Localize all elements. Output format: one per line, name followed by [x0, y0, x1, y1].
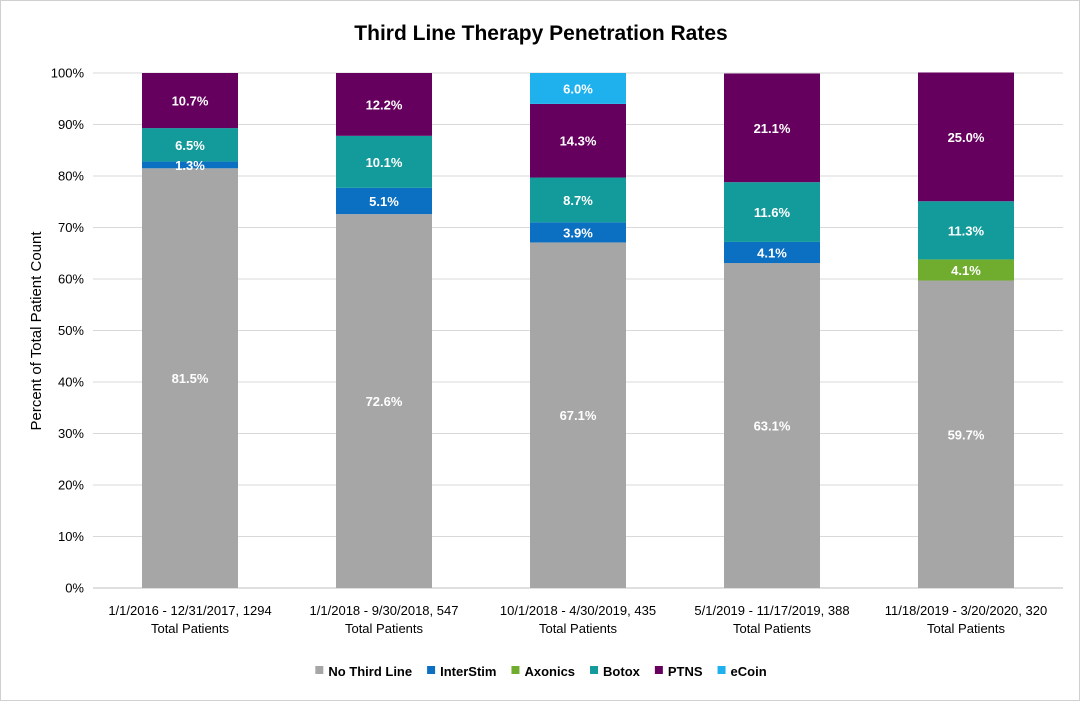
data-label: 21.1% [754, 121, 791, 136]
data-label: 59.7% [948, 427, 985, 442]
data-label: 11.6% [754, 205, 791, 220]
data-label: 67.1% [560, 408, 597, 423]
data-label: 6.0% [563, 81, 593, 96]
data-label: 63.1% [754, 419, 791, 434]
bar-segment [724, 182, 820, 242]
legend-label: eCoin [731, 664, 767, 679]
bar-segment [724, 263, 820, 588]
x-axis-ticks: 1/1/2016 - 12/31/2017, 1294 Total Patient… [108, 603, 1047, 636]
data-label: 12.2% [366, 97, 403, 112]
bar-segment [918, 72, 1014, 202]
x-tick-label: 1/1/2016 - 12/31/2017, 1294 [108, 603, 271, 618]
data-label: 6.5% [175, 138, 205, 153]
data-label: 5.1% [369, 194, 399, 209]
x-tick-label: Total Patients [345, 621, 424, 636]
y-tick-label: 20% [58, 478, 84, 493]
bar-segment [918, 259, 1014, 281]
bar-segment [142, 168, 238, 588]
x-tick-label: 5/1/2019 - 11/17/2019, 388 [694, 603, 849, 618]
bar-segment [336, 135, 432, 188]
bar-segment [530, 103, 626, 178]
y-tick-label: 30% [58, 426, 84, 441]
bar-segment [142, 73, 238, 129]
legend: No Third Line InterStim Axonics Botox PTNS eC… [315, 664, 767, 679]
x-tick-label: 11/18/2019 - 3/20/2020, 320 [885, 603, 1047, 618]
legend-label: No Third Line [328, 664, 412, 679]
y-axis-ticks: 0% 10% 20% 30% 40% 50% 60% 70% 80% 90% 100% [51, 66, 85, 596]
bars [142, 72, 1014, 589]
x-tick-label: Total Patients [539, 621, 618, 636]
y-tick-label: 100% [51, 66, 85, 81]
bar-segment [336, 73, 432, 136]
y-axis-title: Percent of Total Patient Count [28, 231, 45, 431]
data-label: 81.5% [172, 371, 209, 386]
data-label: 1.3% [175, 158, 205, 173]
data-label: 72.6% [366, 394, 403, 409]
bar-segment [530, 242, 626, 588]
bar-segment [142, 161, 238, 169]
bar-segment [142, 128, 238, 162]
data-label: 14.3% [560, 134, 597, 149]
data-label: 10.7% [172, 94, 209, 109]
y-tick-label: 60% [58, 272, 84, 287]
legend-label: Botox [603, 664, 641, 679]
bar-segment [530, 73, 626, 104]
legend-item: eCoin [717, 664, 767, 679]
legend-item: PTNS [654, 664, 703, 679]
bar-segment [918, 201, 1014, 260]
data-label: 25.0% [948, 130, 985, 145]
x-tick-label: 1/1/2018 - 9/30/2018, 547 [310, 603, 459, 618]
x-tick-label: Total Patients [927, 621, 1006, 636]
y-tick-label: 40% [58, 375, 84, 390]
legend-item: Axonics [511, 664, 575, 679]
y-tick-label: 90% [58, 117, 84, 132]
bar-segment [336, 214, 432, 589]
x-tick-label: 10/1/2018 - 4/30/2019, 435 [500, 603, 656, 618]
legend-swatch [717, 666, 726, 674]
y-tick-label: 0% [65, 581, 84, 596]
legend-swatch [427, 666, 436, 674]
data-label: 11.3% [948, 223, 985, 238]
data-label: 4.1% [951, 263, 981, 278]
y-tick-label: 10% [58, 529, 84, 544]
legend-swatch [654, 666, 663, 674]
legend-swatch [315, 666, 324, 674]
data-label: 4.1% [757, 245, 787, 260]
legend-label: Axonics [524, 664, 575, 679]
bar-segment [918, 280, 1014, 588]
bar-segment [530, 177, 626, 223]
data-label: 10.1% [366, 155, 403, 170]
x-tick-label: Total Patients [151, 621, 230, 636]
legend-item: No Third Line [315, 664, 412, 679]
legend-label: PTNS [668, 664, 703, 679]
bar-segment [336, 187, 432, 215]
y-tick-label: 70% [58, 220, 84, 235]
data-label: 3.9% [563, 225, 593, 240]
data-label: 8.7% [563, 193, 593, 208]
bar-segment [724, 73, 820, 183]
bar-segment [530, 222, 626, 243]
legend-swatch [590, 666, 599, 674]
chart-title: Third Line Therapy Penetration Rates [354, 22, 727, 45]
legend-swatch [511, 666, 520, 674]
data-labels: 81.5% 1.3% 6.5% 10.7% 72.6% 5.1% 10.1% 12.2% 67.… [172, 81, 985, 442]
bar-segment [724, 241, 820, 264]
y-tick-label: 80% [58, 169, 84, 184]
legend-item: Botox [590, 664, 641, 679]
x-tick-label: Total Patients [733, 621, 812, 636]
y-tick-label: 50% [58, 323, 84, 338]
legend-label: InterStim [440, 664, 496, 679]
legend-item: InterStim [427, 664, 496, 679]
